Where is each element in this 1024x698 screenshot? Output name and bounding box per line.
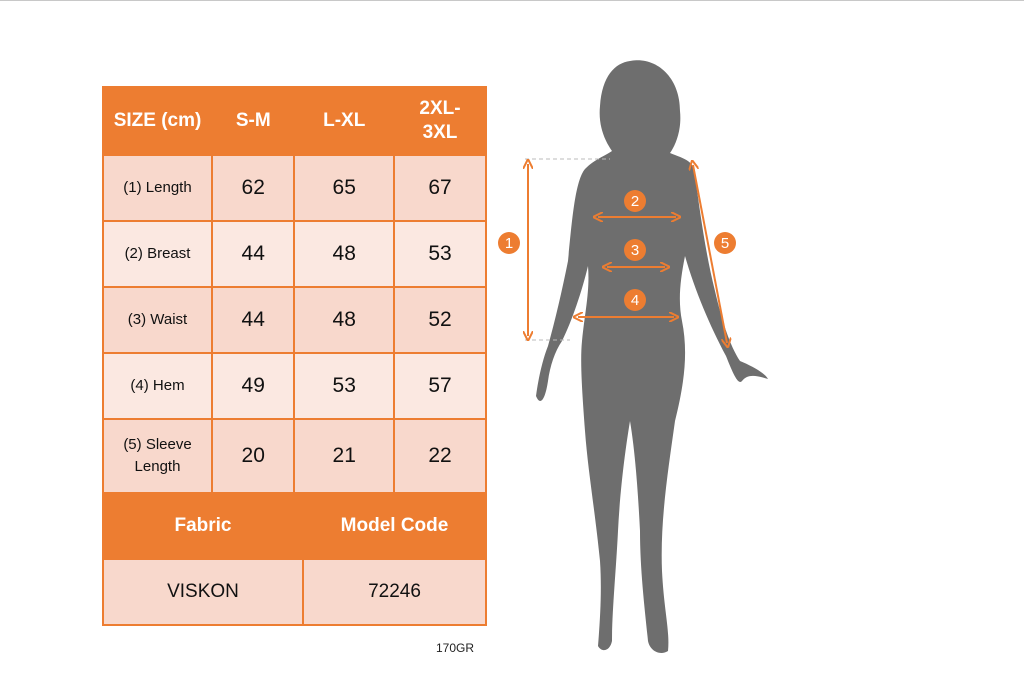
table-row: (2) Breast 44 48 53 (104, 222, 485, 286)
model-code-value: 72246 (304, 560, 485, 624)
cell: 49 (213, 354, 294, 418)
marker-3 (624, 239, 646, 261)
header-size: SIZE (cm) (104, 88, 211, 154)
table-row: (4) Hem 49 53 57 (104, 354, 485, 418)
cell: 52 (395, 288, 485, 352)
fabric-header: Fabric (104, 494, 302, 558)
row-label: (2) Breast (104, 222, 211, 286)
header-2xl-3xl: 2XL-3XL (395, 88, 485, 154)
body-silhouette-diagram: 1 2 3 4 5 (498, 60, 768, 653)
cell: 67 (395, 156, 485, 220)
model-code-header: Model Code (304, 494, 485, 558)
marker-1-label: 1 (505, 235, 513, 252)
row-label: (4) Hem (104, 354, 211, 418)
table-row: (5) Sleeve Length 20 21 22 (104, 420, 485, 492)
marker-5-label: 5 (721, 235, 729, 252)
cell: 44 (213, 222, 294, 286)
header-l-xl: L-XL (295, 88, 393, 154)
marker-3-label: 3 (631, 242, 639, 259)
table-header-row: SIZE (cm) S-M L-XL 2XL-3XL (104, 88, 485, 154)
footer-header-row: Fabric Model Code (104, 494, 485, 558)
marker-2-label: 2 (631, 193, 639, 210)
cell: 48 (295, 288, 393, 352)
table-row: (3) Waist 44 48 52 (104, 288, 485, 352)
marker-4 (624, 289, 646, 311)
table-row: (1) Length 62 65 67 (104, 156, 485, 220)
header-s-m: S-M (213, 88, 294, 154)
size-chart-table: SIZE (cm) S-M L-XL 2XL-3XL (1) Length 62… (102, 86, 487, 626)
marker-4-label: 4 (631, 292, 639, 309)
sleeve-measure (693, 165, 727, 343)
cell: 21 (295, 420, 393, 492)
length-measure (525, 158, 610, 340)
cell: 22 (395, 420, 485, 492)
cell: 62 (213, 156, 294, 220)
cell: 53 (295, 354, 393, 418)
marker-1 (498, 232, 520, 254)
marker-2 (624, 190, 646, 212)
fabric-value: VISKON (104, 560, 302, 624)
cell: 48 (295, 222, 393, 286)
row-label: (5) Sleeve Length (104, 420, 211, 492)
row-label: (3) Waist (104, 288, 211, 352)
row-label: (1) Length (104, 156, 211, 220)
silhouette (536, 60, 768, 653)
marker-5 (714, 232, 736, 254)
cell: 57 (395, 354, 485, 418)
cell: 53 (395, 222, 485, 286)
cell: 20 (213, 420, 294, 492)
cell: 65 (295, 156, 393, 220)
footer-value-row: VISKON 72246 (104, 560, 485, 624)
weight-note: 170GR (436, 641, 475, 655)
cell: 44 (213, 288, 294, 352)
